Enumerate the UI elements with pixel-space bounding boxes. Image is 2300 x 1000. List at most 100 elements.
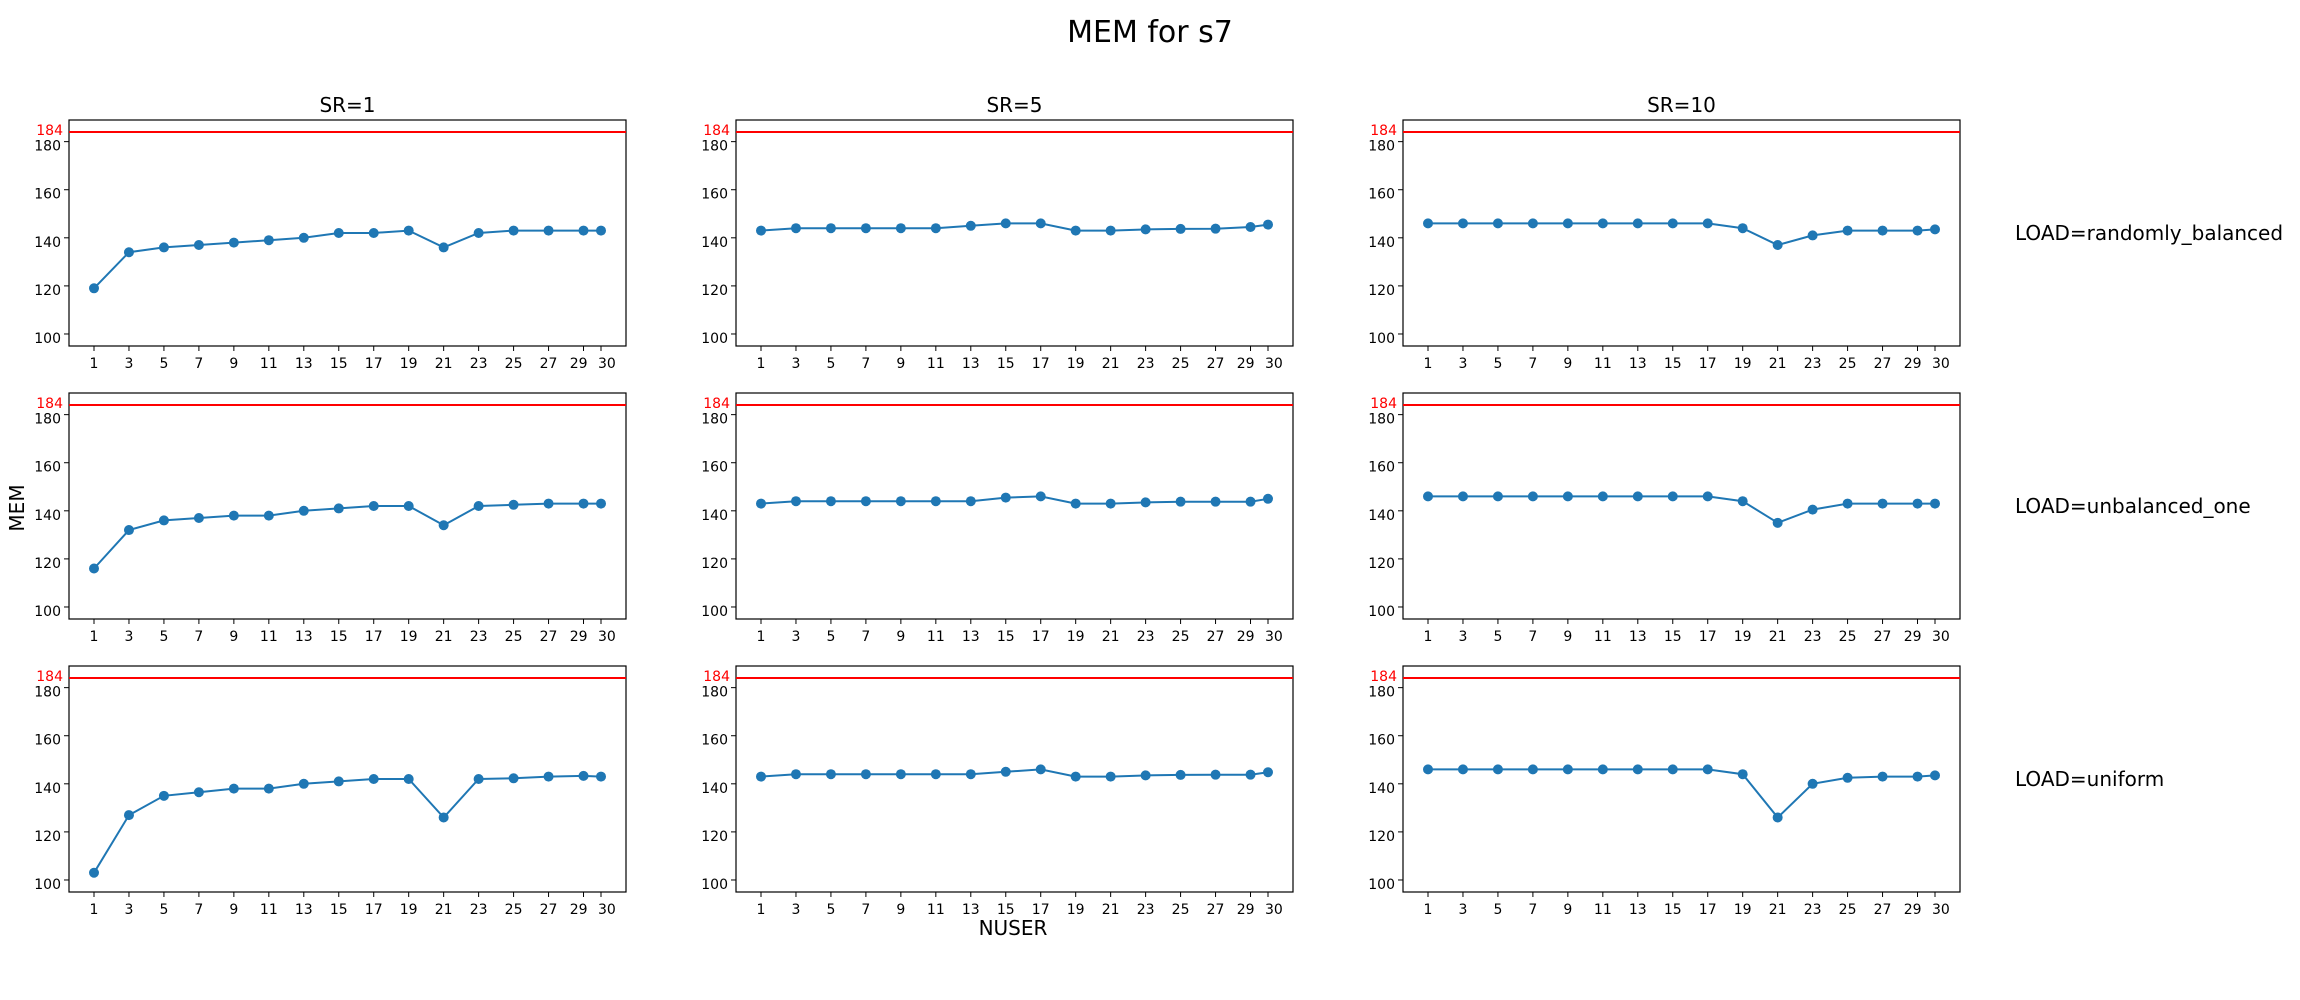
y-tick-label: 180 xyxy=(1368,685,1395,701)
data-point xyxy=(1930,224,1940,235)
x-tick-label: 7 xyxy=(194,356,203,372)
data-point xyxy=(1035,218,1046,229)
x-tick-label: 25 xyxy=(1172,629,1190,645)
x-tick-label: 17 xyxy=(1032,356,1050,372)
x-tick-label: 9 xyxy=(1563,902,1572,918)
data-point xyxy=(158,790,169,801)
series-line xyxy=(1428,768,1936,819)
data-point xyxy=(1035,491,1046,502)
x-tick-label: 21 xyxy=(1102,356,1120,372)
data-point xyxy=(1877,771,1888,782)
data-point xyxy=(1492,491,1503,502)
data-point xyxy=(1263,493,1273,504)
data-point xyxy=(1000,218,1011,229)
data-point xyxy=(790,223,801,234)
x-tick-label: 17 xyxy=(1699,629,1717,645)
data-point xyxy=(860,769,871,780)
data-point xyxy=(1070,498,1081,509)
x-tick-label: 11 xyxy=(927,356,945,372)
x-tick-label: 29 xyxy=(1904,356,1922,372)
data-point xyxy=(403,225,414,236)
x-tick-label: 3 xyxy=(125,356,134,372)
x-tick-label: 3 xyxy=(792,356,801,372)
data-point xyxy=(1667,764,1678,775)
y-tick-label: 140 xyxy=(1368,235,1395,251)
data-point xyxy=(333,776,344,787)
data-point xyxy=(1597,764,1608,775)
data-point xyxy=(368,501,379,511)
data-point xyxy=(543,498,554,509)
data-point xyxy=(578,498,589,509)
x-tick-label: 23 xyxy=(1804,629,1822,645)
threshold-tick-label: 184 xyxy=(36,669,63,685)
x-tick-label: 27 xyxy=(1874,356,1892,372)
x-tick-label: 27 xyxy=(540,356,558,372)
data-point xyxy=(1772,240,1783,251)
data-point xyxy=(1527,764,1538,775)
series-line xyxy=(1428,222,1936,247)
x-tick-label: 19 xyxy=(400,356,418,372)
data-point xyxy=(790,769,801,780)
data-point xyxy=(438,812,449,823)
x-tick-label: 17 xyxy=(365,356,383,372)
data-point xyxy=(403,501,414,511)
x-tick-label: 5 xyxy=(1493,902,1502,918)
x-tick-label: 19 xyxy=(1734,629,1752,645)
data-point xyxy=(1632,491,1643,502)
threshold-tick-label: 184 xyxy=(703,123,730,139)
figure-title: MEM for s7 xyxy=(1067,15,1233,50)
x-tick-label: 21 xyxy=(1102,629,1120,645)
x-tick-label: 30 xyxy=(598,629,616,645)
y-tick-label: 160 xyxy=(34,733,61,749)
data-point xyxy=(1737,769,1748,780)
data-point xyxy=(1423,491,1433,502)
x-tick-label: 27 xyxy=(1207,356,1225,372)
x-tick-label: 30 xyxy=(1932,629,1950,645)
column-title: SR=10 xyxy=(1647,93,1716,117)
y-tick-label: 120 xyxy=(701,829,728,845)
data-point xyxy=(1562,491,1573,502)
x-tick-label: 5 xyxy=(826,902,835,918)
y-tick-label: 120 xyxy=(701,556,728,572)
y-tick-label: 120 xyxy=(1368,283,1395,299)
plot-frame xyxy=(735,119,1294,347)
data-point xyxy=(1807,230,1818,241)
x-tick-label: 7 xyxy=(861,629,870,645)
x-tick-label: 15 xyxy=(997,902,1015,918)
y-tick-label: 140 xyxy=(1368,508,1395,524)
x-tick-label: 23 xyxy=(470,356,488,372)
data-point xyxy=(543,771,554,782)
y-tick-label: 120 xyxy=(701,283,728,299)
x-tick-label: 7 xyxy=(194,629,203,645)
x-tick-label: 21 xyxy=(1769,629,1787,645)
data-point xyxy=(930,496,941,507)
data-point xyxy=(1632,764,1643,775)
x-tick-label: 1 xyxy=(757,629,766,645)
x-tick-label: 1 xyxy=(757,356,766,372)
data-point xyxy=(1175,769,1186,780)
x-tick-label: 25 xyxy=(505,629,523,645)
row-label: LOAD=randomly_balanced xyxy=(2015,221,2283,245)
x-tick-label: 15 xyxy=(1664,902,1682,918)
data-point xyxy=(298,505,309,516)
x-tick-label: 27 xyxy=(1207,902,1225,918)
x-tick-label: 5 xyxy=(1493,629,1502,645)
data-point xyxy=(790,496,801,507)
data-point xyxy=(438,242,449,253)
data-point xyxy=(263,510,274,521)
x-tick-label: 29 xyxy=(1237,629,1255,645)
x-tick-label: 13 xyxy=(295,629,313,645)
x-tick-label: 3 xyxy=(1459,902,1468,918)
data-point xyxy=(1912,225,1923,236)
x-tick-label: 17 xyxy=(1032,902,1050,918)
data-point xyxy=(1702,491,1713,502)
y-tick-label: 120 xyxy=(1368,829,1395,845)
x-tick-label: 30 xyxy=(1932,902,1950,918)
plot-frame xyxy=(735,665,1294,893)
row-label: LOAD=unbalanced_one xyxy=(2015,494,2251,518)
series-line xyxy=(760,495,1269,505)
x-tick-label: 19 xyxy=(400,902,418,918)
